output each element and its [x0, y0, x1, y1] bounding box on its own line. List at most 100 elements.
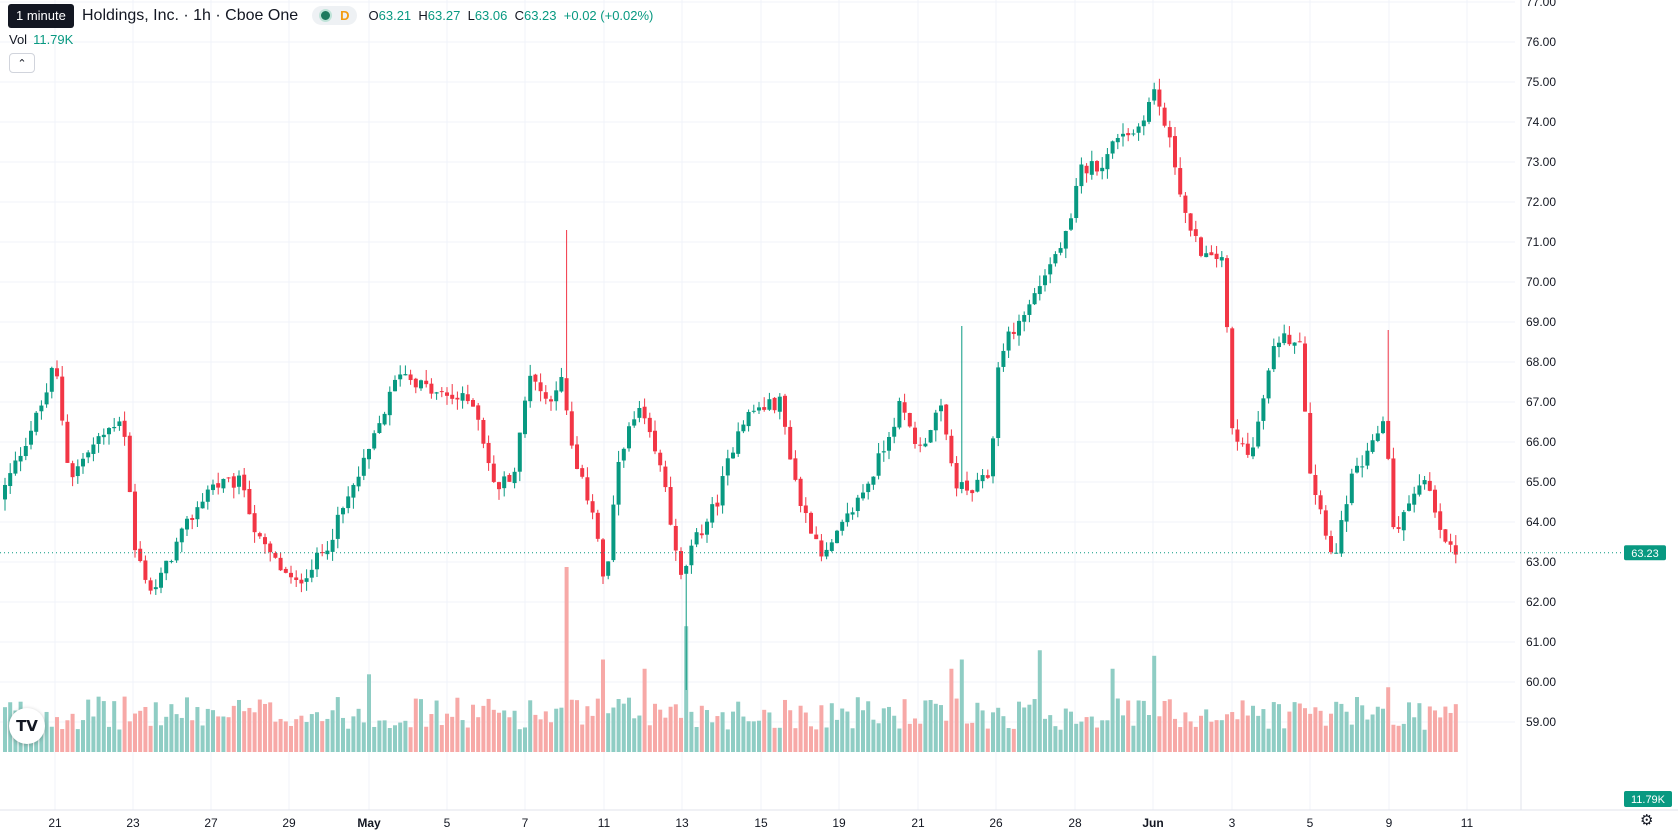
price-tick-label: 68.00: [1526, 355, 1556, 369]
volume-bar: [44, 711, 49, 752]
price-tick-label: 76.00: [1526, 35, 1556, 49]
candle: [65, 414, 70, 463]
candle: [751, 404, 756, 414]
volume-bar: [663, 717, 668, 752]
symbol-title[interactable]: Holdings, Inc. · 1h · Cboe One: [82, 6, 299, 24]
candle: [559, 367, 564, 393]
volume-bar: [793, 728, 798, 752]
volume-bar: [897, 728, 902, 752]
volume-bar: [65, 720, 70, 752]
candle: [101, 428, 106, 445]
volume-bar: [710, 722, 715, 752]
chart-grid: [0, 0, 1678, 811]
candle: [476, 402, 481, 431]
volume-legend: Vol 11.79K: [9, 32, 73, 47]
candle: [985, 469, 990, 480]
candle: [627, 422, 631, 452]
candle: [1100, 157, 1105, 180]
candle: [933, 409, 938, 442]
volume-bar: [939, 705, 943, 752]
candle: [211, 479, 215, 495]
candle: [356, 466, 361, 492]
candle: [1121, 123, 1125, 147]
volume-bar: [1183, 712, 1188, 752]
price-axis[interactable]: 59.00 60.00 61.00 62.00 63.00 64.00 65.00 66.00…: [1526, 0, 1556, 729]
candle: [491, 455, 496, 484]
candle: [1157, 78, 1162, 116]
candle: [1204, 245, 1209, 258]
candle: [507, 473, 512, 482]
candle: [1230, 326, 1235, 435]
candle: [268, 541, 273, 562]
volume-bar: [533, 714, 538, 752]
volume-bar: [632, 718, 637, 752]
candle: [757, 401, 761, 415]
volume-bar: [439, 725, 444, 752]
candle: [1245, 432, 1250, 458]
volume-bar: [216, 716, 221, 752]
last-price-value: 63.23: [1631, 548, 1659, 560]
price-tick-label: 71.00: [1526, 235, 1556, 249]
candle: [18, 447, 23, 472]
time-tick-label: 27: [204, 816, 218, 830]
time-axis[interactable]: 21 23 27 29 May 5 7 11 13 15 19 21 26 28 Jun 3 5 9 11: [48, 816, 1473, 830]
volume-bar: [1193, 726, 1198, 752]
volume-bar: [954, 698, 959, 752]
market-status-pill[interactable]: D: [312, 6, 357, 25]
candle: [814, 526, 819, 540]
candle: [393, 375, 397, 392]
gear-icon[interactable]: ⚙: [1640, 811, 1654, 829]
candle: [1313, 464, 1318, 505]
volume-bar: [325, 718, 330, 752]
candle: [112, 417, 117, 432]
volume-bar: [211, 710, 215, 752]
price-tick-label: 77.00: [1526, 0, 1556, 9]
candle: [1282, 324, 1287, 346]
candle: [174, 537, 179, 563]
candle: [809, 511, 813, 534]
volume-bar: [101, 701, 106, 752]
volume-bar: [304, 721, 309, 752]
collapse-legend-button[interactable]: ⌃: [9, 53, 35, 73]
tradingview-logo[interactable]: TV: [9, 708, 45, 744]
time-tick-label: 28: [1068, 816, 1082, 830]
change-value: +0.02 (+0.02%): [563, 8, 654, 23]
volume-bar: [772, 727, 777, 752]
time-tick-label: 9: [1386, 816, 1393, 830]
volume-bar: [1100, 720, 1105, 752]
candle: [252, 505, 257, 543]
candle: [1058, 242, 1063, 256]
volume-bar: [1131, 725, 1136, 752]
volume-bar: [949, 668, 954, 752]
candle: [257, 531, 262, 539]
volume-bar: [1407, 702, 1411, 752]
candle: [1006, 326, 1011, 358]
candle: [190, 514, 195, 530]
candle: [330, 528, 335, 561]
volume-bar: [1147, 715, 1151, 752]
volume-bar: [268, 702, 273, 752]
volume-bar: [959, 659, 964, 752]
candle: [855, 494, 860, 518]
time-tick-label: 13: [675, 816, 689, 830]
volume-bar: [1089, 716, 1094, 752]
candle: [1183, 192, 1188, 224]
candle: [715, 494, 720, 516]
candle: [465, 384, 470, 405]
volume-bar: [424, 726, 429, 752]
volume-bar: [1412, 717, 1417, 752]
volume-bar: [200, 725, 205, 752]
candle: [959, 326, 964, 494]
volume-bar: [1355, 697, 1359, 752]
volume-bar: [1370, 714, 1375, 752]
volume-bar: [580, 724, 585, 752]
candle: [523, 396, 527, 438]
candle: [1271, 338, 1276, 372]
candle: [954, 456, 959, 497]
time-tick-label: 21: [48, 816, 62, 830]
volume-label[interactable]: Vol: [9, 32, 28, 47]
candle: [335, 506, 340, 549]
volume-bar: [1079, 721, 1084, 752]
volume-bar: [835, 719, 839, 752]
